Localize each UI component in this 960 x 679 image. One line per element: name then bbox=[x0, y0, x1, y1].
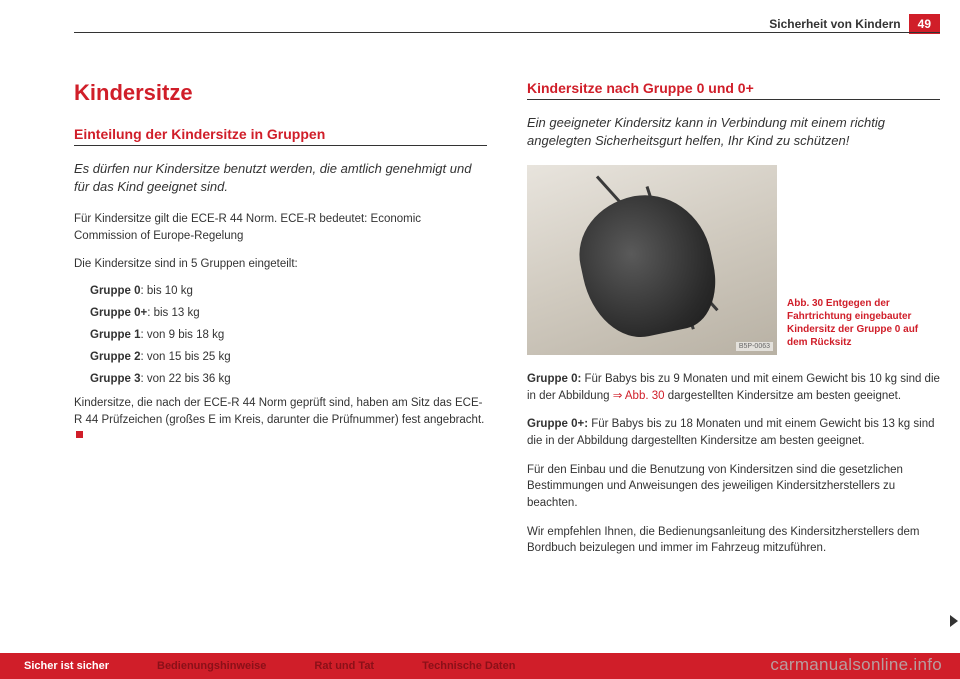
footer-tab-bedienung[interactable]: Bedienungshinweise bbox=[133, 653, 290, 679]
right-column: Kindersitze nach Gruppe 0 und 0+ Ein gee… bbox=[527, 80, 940, 629]
footer-tab-rat[interactable]: Rat und Tat bbox=[290, 653, 398, 679]
para-empfehlung: Wir empfehlen Ihnen, die Bedienungsanlei… bbox=[527, 524, 940, 557]
group-item: Gruppe 0: bis 10 kg bbox=[90, 285, 487, 297]
footer-tab-sicher[interactable]: Sicher ist sicher bbox=[0, 653, 133, 679]
group-text: : bis 13 kg bbox=[147, 307, 199, 319]
group-label: Gruppe 0+ bbox=[90, 307, 147, 319]
heading-kindersitze: Kindersitze bbox=[74, 80, 487, 106]
group-text: : von 9 bis 18 kg bbox=[140, 329, 224, 341]
group-item: Gruppe 2: von 15 bis 25 kg bbox=[90, 351, 487, 363]
group-label: Gruppe 3 bbox=[90, 373, 140, 385]
group-list: Gruppe 0: bis 10 kg Gruppe 0+: bis 13 kg… bbox=[74, 285, 487, 385]
group-text: : von 22 bis 36 kg bbox=[140, 373, 230, 385]
lead-left: Es dürfen nur Kindersitze benutzt werden… bbox=[74, 160, 487, 195]
para-einbau: Für den Einbau und die Benutzung von Kin… bbox=[527, 462, 940, 512]
watermark: carmanualsonline.info bbox=[770, 655, 942, 675]
group-text: : bis 10 kg bbox=[140, 285, 192, 297]
page-number: 49 bbox=[909, 14, 940, 34]
group-item: Gruppe 0+: bis 13 kg bbox=[90, 307, 487, 319]
figure-row: B5P-0063 Abb. 30 Entgegen der Fahrtricht… bbox=[527, 165, 940, 355]
para-text: dargestellten Kindersitze am besten geei… bbox=[665, 390, 902, 402]
para-bold: Gruppe 0+: bbox=[527, 418, 588, 430]
figure-image: B5P-0063 bbox=[527, 165, 777, 355]
group-item: Gruppe 1: von 9 bis 18 kg bbox=[90, 329, 487, 341]
group-label: Gruppe 2 bbox=[90, 351, 140, 363]
group-label: Gruppe 0 bbox=[90, 285, 140, 297]
childseat-illustration bbox=[569, 183, 725, 347]
group-text: : von 15 bis 25 kg bbox=[140, 351, 230, 363]
para-gruppe0plus: Gruppe 0+: Für Babys bis zu 18 Monaten u… bbox=[527, 416, 940, 449]
header-rule bbox=[74, 32, 940, 33]
para-text: Kindersitze, die nach der ECE-R 44 Norm … bbox=[74, 397, 484, 426]
ref-link[interactable]: ⇒ Abb. 30 bbox=[613, 390, 665, 402]
para-bold: Gruppe 0: bbox=[527, 373, 581, 385]
para-gruppe0: Gruppe 0: Für Babys bis zu 9 Monaten und… bbox=[527, 371, 940, 404]
figure-code: B5P-0063 bbox=[736, 342, 773, 351]
lead-right: Ein geeigneter Kindersitz kann in Verbin… bbox=[527, 114, 940, 149]
continue-arrow-icon bbox=[950, 615, 958, 627]
group-item: Gruppe 3: von 22 bis 36 kg bbox=[90, 373, 487, 385]
subheading-einteilung: Einteilung der Kindersitze in Gruppen bbox=[74, 126, 487, 146]
footer-tab-technische[interactable]: Technische Daten bbox=[398, 653, 539, 679]
subheading-gruppe0: Kindersitze nach Gruppe 0 und 0+ bbox=[527, 80, 940, 100]
left-column: Kindersitze Einteilung der Kindersitze i… bbox=[74, 80, 487, 629]
figure-caption: Abb. 30 Entgegen der Fahrtrichtung einge… bbox=[787, 297, 940, 355]
para-ece-norm: Für Kindersitze gilt die ECE-R 44 Norm. … bbox=[74, 211, 487, 244]
end-square-icon bbox=[76, 431, 83, 438]
header-section-title: Sicherheit von Kindern bbox=[769, 17, 900, 31]
para-groups-intro: Die Kindersitze sind in 5 Gruppen einget… bbox=[74, 256, 487, 273]
group-label: Gruppe 1 bbox=[90, 329, 140, 341]
para-pruefzeichen: Kindersitze, die nach der ECE-R 44 Norm … bbox=[74, 395, 487, 445]
para-text: Für Babys bis zu 18 Monaten und mit eine… bbox=[527, 418, 934, 447]
